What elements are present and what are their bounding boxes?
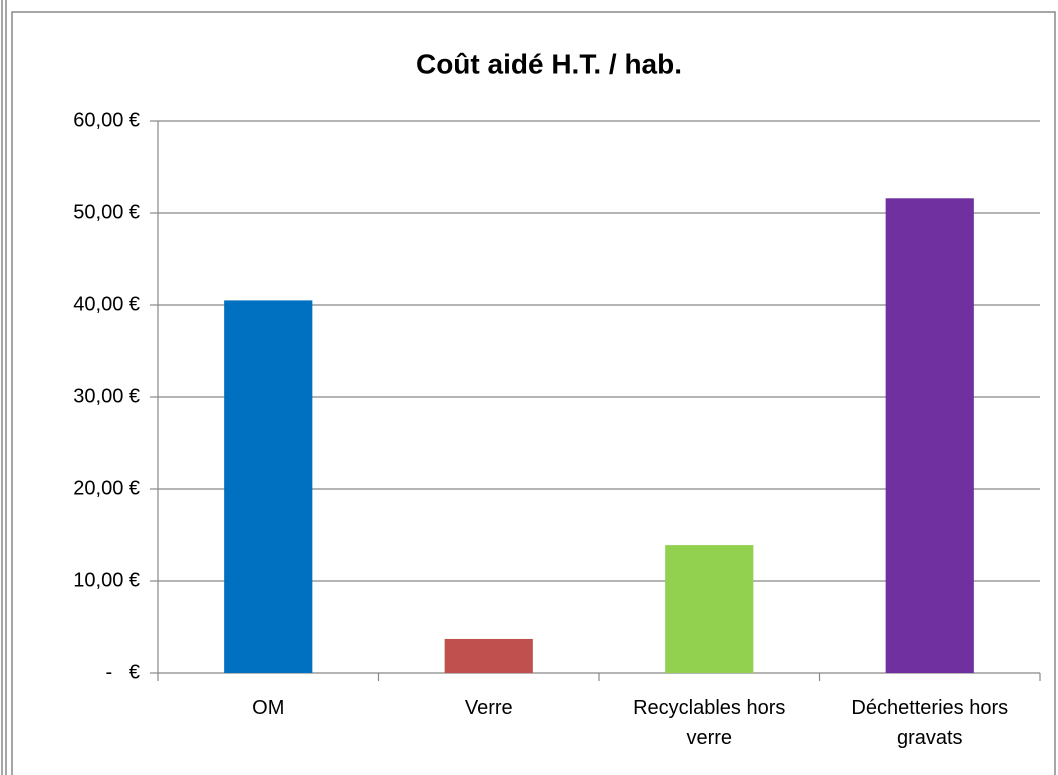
x-tick-label: Déchetteries hors gravats: [851, 697, 1009, 749]
chart-title: Coût aidé H.T. / hab.: [416, 48, 682, 79]
bar: [885, 198, 974, 673]
bar: [665, 545, 754, 673]
y-tick-label: - €: [106, 661, 140, 683]
chart-border: [11, 11, 1056, 775]
y-tick-label: 20,00 €: [73, 477, 140, 499]
bar: [444, 638, 533, 673]
y-tick-label: 50,00 €: [73, 201, 140, 223]
bar: [224, 300, 313, 673]
y-tick-label: 30,00 €: [73, 385, 140, 407]
x-tick-label: OM: [252, 697, 285, 719]
x-tick-label: Verre: [464, 697, 513, 719]
x-tick-label: Recyclables hors verre: [633, 697, 786, 749]
y-tick-label: 40,00 €: [73, 293, 140, 315]
y-tick-label: 60,00 €: [73, 109, 140, 131]
y-tick-label: 10,00 €: [73, 569, 140, 591]
